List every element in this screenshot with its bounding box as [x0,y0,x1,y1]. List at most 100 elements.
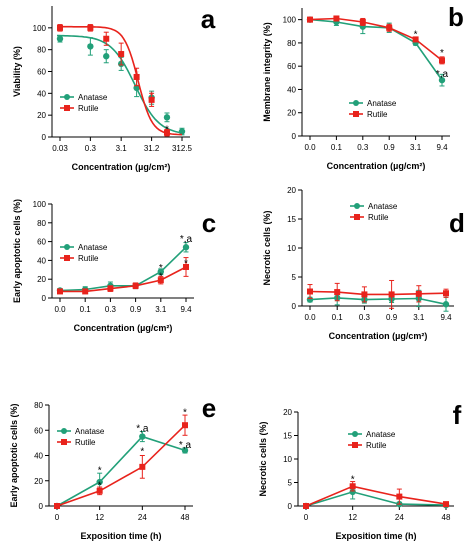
y-axis-label: Necrotic cells (%) [258,421,268,496]
x-axis-label: Exposition time (h) [336,531,417,541]
y-tick-label: 100 [33,200,47,209]
panel-letter: b [448,2,464,32]
x-tick-label: 9.4 [436,143,448,152]
data-point [118,51,125,58]
panel-c: 0 20 40 60 80 100 0.0 0.1 0.3 0.9 3.1 9.4 Concentrat… [12,199,216,333]
y-tick-label: 40 [37,256,46,265]
significance-annotation: * [159,263,163,274]
data-point [96,478,103,486]
y-tick-label: 10 [283,455,292,464]
panel-letter: c [202,208,216,238]
x-tick-label: 31.2 [144,144,160,153]
legend-label: Rutile [78,104,99,113]
y-tick-label: 60 [37,238,46,247]
significance-annotation: * [440,48,444,59]
data-point [349,483,356,490]
y-tick-label: 20 [287,109,296,118]
x-tick-label: 3.1 [413,313,425,322]
y-tick-label: 20 [37,111,46,120]
series-line-rutile [309,290,447,296]
y-tick-label: 20 [37,275,46,284]
legend: Anatase Rutile [350,202,398,222]
series-line-anatase [56,435,186,507]
data-point [443,501,449,508]
legend-label: Rutile [368,213,389,222]
data-point [103,35,110,42]
y-axis-label: Membrane integrity (%) [262,22,272,122]
y-tick-label: 20 [34,477,43,486]
panel-b: 0 20 40 60 80 100 0.0 0.1 0.3 0.9 3.1 9.4 Concentrat… [262,2,464,171]
series-anatase [306,16,446,87]
data-point [359,18,366,25]
legend-label: Anatase [78,93,108,102]
x-tick-label: 0.1 [332,313,344,322]
legend-marker [352,442,358,448]
series-anatase [56,242,190,294]
y-tick-label: 60 [37,68,46,77]
significance-annotation: * [159,271,163,282]
y-tick-label: 20 [283,408,292,417]
panel-letter: d [449,208,465,238]
x-axis-label: Exposition time (h) [81,531,162,541]
significance-annotation: *,a [136,424,149,435]
y-tick-label: 15 [287,215,296,224]
y-axis-label: Viability (%) [12,46,22,97]
data-point [57,288,63,295]
y-axis-label: Necrotic cells (%) [262,210,272,285]
y-tick-label: 80 [34,401,43,410]
y-tick-label: 0 [42,294,47,303]
data-point [103,53,110,60]
legend-marker [61,439,67,445]
data-point [307,16,313,23]
panel-letter: a [201,4,216,34]
data-point [56,35,64,42]
legend-label: Rutile [78,254,99,263]
y-tick-label: 40 [37,89,46,98]
series-rutile [307,279,449,309]
data-point [415,290,422,297]
data-point [139,463,146,470]
x-tick-label: 0.1 [80,305,92,314]
panel-f: 0 5 10 15 20 0 12 24 48 Exposition time (h) Necrot… [258,400,462,541]
y-tick-label: 100 [283,16,297,25]
y-tick-label: 60 [34,426,43,435]
data-point [82,288,89,295]
legend-label: Rutile [367,110,388,119]
significance-annotation: * [98,481,102,492]
data-point [443,290,449,297]
data-point [133,73,140,80]
y-tick-label: 40 [287,85,296,94]
panel-letter: e [202,393,216,423]
x-tick-label: 0.0 [54,305,66,314]
data-point [442,301,450,308]
data-point [133,84,140,92]
series-rutile [307,15,445,65]
y-tick-label: 80 [287,39,296,48]
y-axis-label: Early apoptotic cells (%) [12,199,22,303]
y-tick-label: 0 [42,133,47,142]
legend-marker [61,428,67,434]
data-point [182,422,188,429]
series-line-rutile [60,266,187,293]
significance-annotation: * [98,465,102,476]
x-tick-label: 0.3 [359,313,371,322]
y-tick-label: 10 [287,244,296,253]
x-axis-label: Concentration (µg/cm²) [327,161,426,171]
data-point [438,76,446,84]
x-tick-label: 48 [442,513,451,522]
data-point [303,503,309,509]
legend-marker [64,94,70,100]
x-tick-label: 24 [395,513,404,522]
x-tick-label: 0.1 [331,143,343,152]
significance-annotation: * [150,90,154,101]
data-point [349,488,356,496]
data-point [333,15,340,22]
x-tick-label: 3.1 [410,143,422,152]
data-point [54,503,60,509]
series-rutile [54,414,188,509]
series-line-anatase [309,18,443,81]
x-tick-label: 0.3 [105,305,117,314]
data-point [57,24,63,31]
x-tick-label: 12 [95,513,104,522]
